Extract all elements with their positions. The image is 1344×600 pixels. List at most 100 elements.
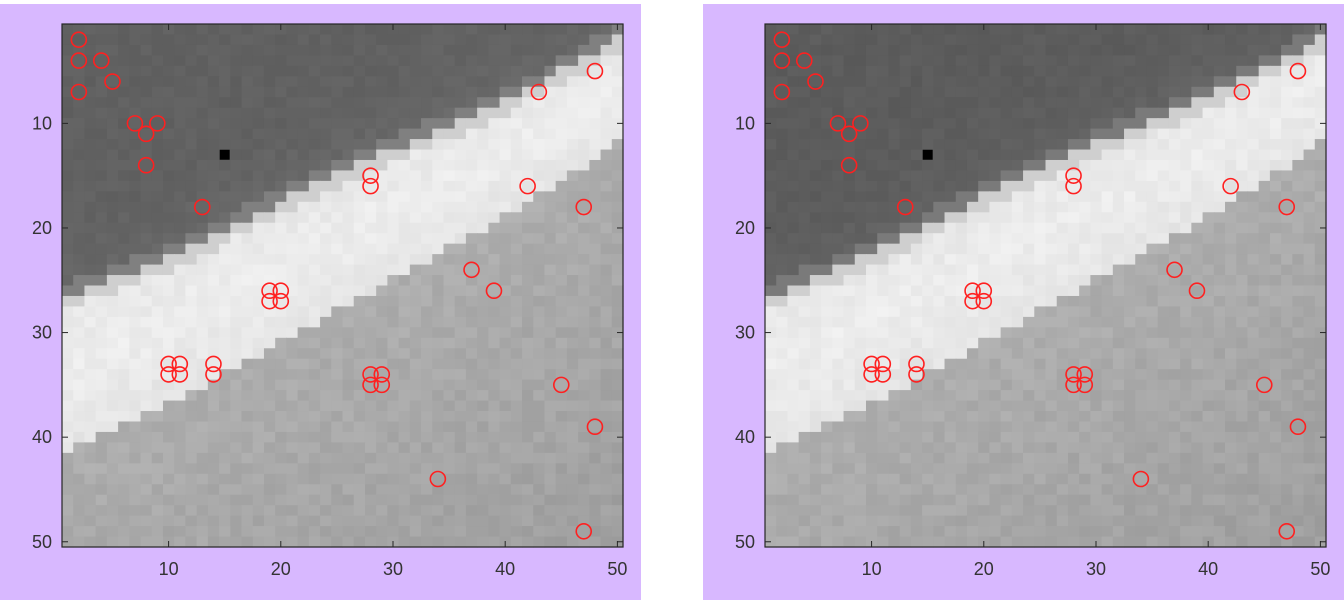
heatmap-cell <box>1023 149 1035 161</box>
heatmap-cell <box>821 358 833 370</box>
heatmap-cell <box>465 86 478 98</box>
heatmap-cell <box>888 24 901 36</box>
heatmap-cell <box>241 275 254 287</box>
heatmap-cell <box>544 463 557 475</box>
heatmap-cell <box>843 400 856 412</box>
heatmap-cell <box>510 65 523 77</box>
heatmap-cell <box>162 222 175 234</box>
heatmap-cell <box>809 369 822 381</box>
heatmap-cell <box>1023 233 1035 245</box>
heatmap-cell <box>219 191 231 203</box>
heatmap-cell <box>1101 159 1114 172</box>
heatmap-cell <box>320 24 332 36</box>
heatmap-cell <box>1225 149 1237 161</box>
heatmap-cell <box>865 494 878 506</box>
scatter-marker <box>362 366 379 383</box>
heatmap-cell <box>978 97 990 109</box>
heatmap-cell <box>342 431 355 443</box>
heatmap-cell <box>1191 473 1204 485</box>
heatmap-cell <box>832 526 845 538</box>
heatmap-cell <box>106 348 119 360</box>
heatmap-cell <box>409 348 422 360</box>
heatmap-cell <box>297 358 310 370</box>
heatmap-cell <box>566 128 579 140</box>
heatmap-cell <box>477 254 489 266</box>
heatmap-cell <box>241 118 254 130</box>
heatmap-cell <box>978 484 990 496</box>
heatmap-cell <box>196 379 209 391</box>
heatmap-cell <box>1191 254 1204 266</box>
heatmap-cell <box>241 65 254 77</box>
heatmap-cell <box>230 369 243 381</box>
heatmap-cell <box>1281 118 1293 130</box>
heatmap-cell <box>118 34 130 46</box>
heatmap-cell <box>129 400 142 412</box>
heatmap-cell <box>611 149 624 161</box>
heatmap-cell <box>387 118 400 130</box>
heatmap-cell <box>432 76 445 88</box>
heatmap-cell <box>207 24 220 36</box>
heatmap-cell <box>174 463 187 475</box>
heatmap-cell <box>1056 65 1069 77</box>
heatmap-cell <box>955 411 968 423</box>
heatmap-cell <box>398 170 411 182</box>
heatmap-cell <box>843 24 856 36</box>
heatmap-cell <box>522 306 534 318</box>
heatmap-cell <box>1236 295 1249 308</box>
heatmap-cell <box>465 201 478 213</box>
heatmap-cell <box>809 180 822 192</box>
heatmap-cell <box>1157 295 1170 308</box>
heatmap-cell <box>398 390 411 402</box>
heatmap-cell <box>1314 86 1327 98</box>
heatmap-cell <box>600 494 613 506</box>
heatmap-cell <box>899 484 912 496</box>
heatmap-cell <box>989 484 1002 496</box>
heatmap-cell <box>230 484 243 496</box>
heatmap-cell <box>832 128 845 140</box>
heatmap-cell <box>151 505 164 517</box>
heatmap-cell <box>1034 505 1047 517</box>
heatmap-cell <box>185 201 198 213</box>
heatmap-cell <box>843 431 856 443</box>
heatmap-cell <box>421 463 433 475</box>
heatmap-cell <box>798 452 811 464</box>
heatmap-cell <box>787 128 800 140</box>
heatmap-cell <box>776 505 789 517</box>
heatmap-cell <box>1191 515 1204 527</box>
heatmap-cell <box>888 233 901 245</box>
heatmap-cell <box>1225 55 1237 67</box>
heatmap-cell <box>174 180 187 192</box>
heatmap-cell <box>1067 411 1080 423</box>
heatmap-cell <box>263 400 276 412</box>
heatmap-cell <box>611 390 624 402</box>
heatmap-cell <box>95 316 108 328</box>
heatmap-cell <box>978 118 990 130</box>
heatmap-cell <box>162 348 175 360</box>
heatmap-cell <box>465 411 478 423</box>
heatmap-cell <box>1157 170 1170 182</box>
heatmap-cell <box>106 484 119 496</box>
heatmap-cell <box>219 233 231 245</box>
heatmap-cell <box>398 348 411 360</box>
heatmap-cell <box>1281 390 1293 402</box>
heatmap-cell <box>555 463 568 475</box>
heatmap-cell <box>1011 233 1024 245</box>
heatmap-cell <box>432 191 445 203</box>
heatmap-cell <box>1157 97 1170 109</box>
heatmap-cell <box>578 212 590 224</box>
heatmap-cell <box>241 348 254 360</box>
heatmap-cell <box>151 452 164 464</box>
heatmap-cell <box>989 337 1002 349</box>
heatmap-cell <box>286 484 299 496</box>
heatmap-cell <box>421 76 433 88</box>
heatmap-cell <box>611 515 624 527</box>
heatmap-cell <box>1180 86 1192 98</box>
heatmap-cell <box>454 24 467 36</box>
heatmap-cell <box>151 107 164 119</box>
heatmap-cell <box>1247 369 1260 381</box>
heatmap-cell <box>432 431 445 443</box>
heatmap-cell <box>910 118 923 130</box>
heatmap-cell <box>1180 149 1192 161</box>
heatmap-cell <box>1000 24 1013 36</box>
heatmap-cell <box>252 369 265 381</box>
